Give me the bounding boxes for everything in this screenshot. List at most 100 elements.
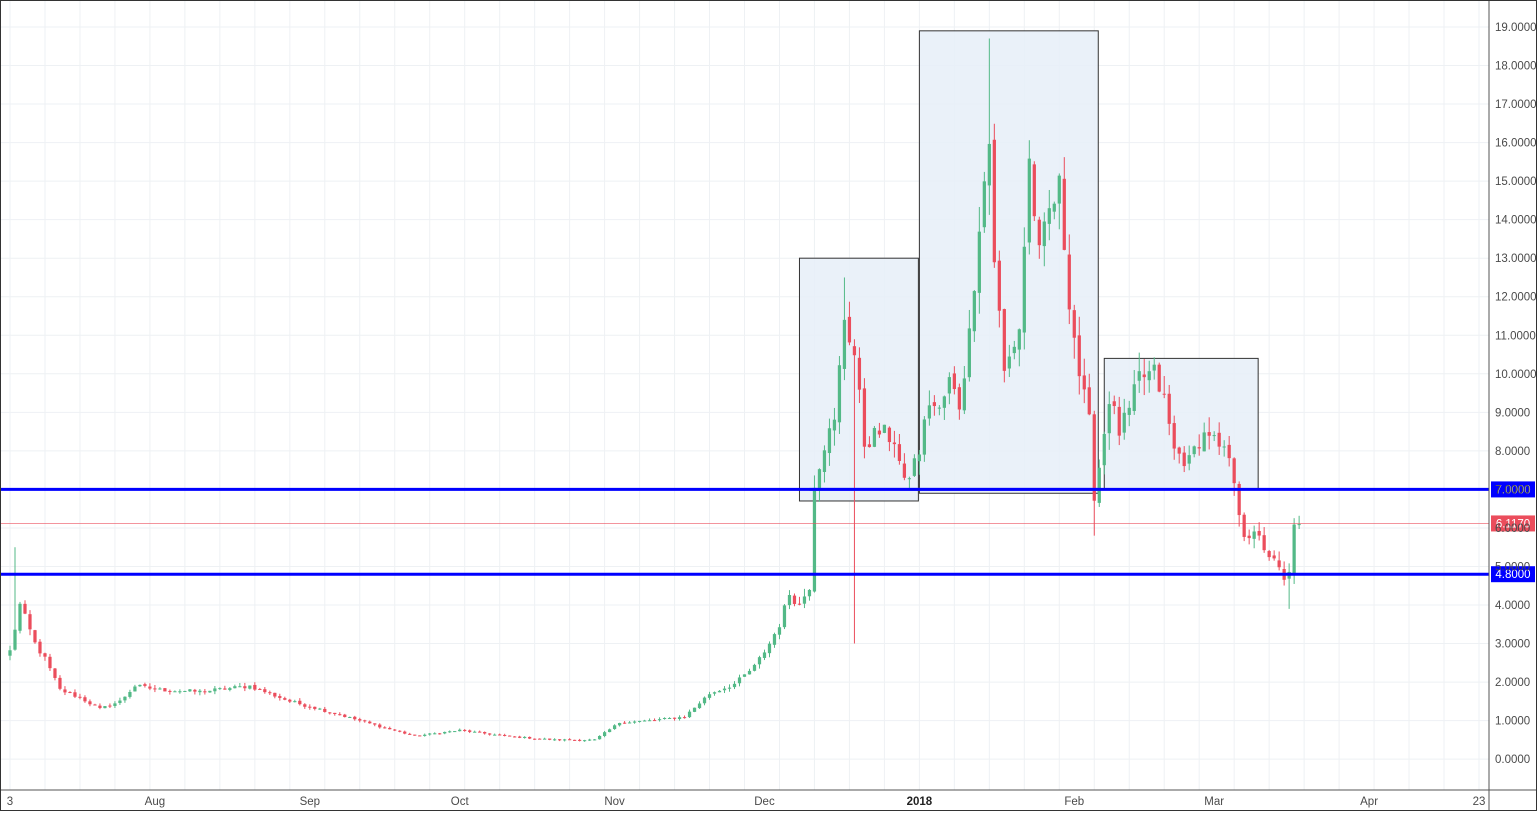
y-tick-label: 16.0000	[1495, 138, 1537, 150]
candle-up	[173, 691, 177, 693]
candle-up	[1097, 467, 1101, 503]
candle-up	[1137, 371, 1141, 381]
candle-up	[208, 690, 212, 693]
candle-up	[712, 692, 717, 694]
candle-up	[543, 738, 547, 740]
candle-up	[18, 603, 22, 631]
candle-up	[1027, 158, 1031, 243]
x-tick-label: 2018	[907, 796, 933, 808]
candle-down	[1227, 444, 1231, 459]
candle-up	[882, 424, 887, 433]
candle-up	[827, 428, 832, 454]
candle-up	[13, 629, 17, 650]
candle-down	[43, 653, 47, 657]
candle-down	[483, 732, 487, 734]
candle-up	[228, 688, 232, 690]
candle-up	[348, 716, 352, 718]
candle-up	[817, 469, 822, 490]
candle-down	[847, 316, 852, 343]
candle-down	[343, 714, 347, 718]
candle-down	[368, 721, 372, 724]
candle-up	[178, 691, 182, 693]
candle-up	[937, 407, 941, 409]
candle-up	[1017, 329, 1021, 350]
candle-up	[582, 740, 587, 742]
candle-down	[1082, 375, 1086, 390]
candle-up	[962, 378, 966, 411]
candle-down	[508, 735, 512, 737]
y-tick-label: 4.0000	[1495, 600, 1530, 612]
candle-up	[1192, 446, 1196, 455]
candle-up	[742, 674, 747, 677]
candle-down	[223, 688, 227, 690]
candle-up	[473, 731, 477, 733]
candle-down	[468, 730, 472, 732]
candle-down	[1237, 483, 1241, 516]
candle-down	[518, 736, 522, 738]
y-tick-label: 3.0000	[1495, 639, 1530, 651]
candle-down	[58, 677, 62, 689]
candle-down	[1272, 555, 1276, 559]
current-price-tag	[1491, 515, 1535, 532]
candle-down	[1242, 514, 1246, 537]
candle-up	[762, 652, 767, 658]
candle-up	[967, 328, 971, 378]
y-tick-label: 10.0000	[1495, 369, 1537, 381]
highlight-box	[1103, 357, 1259, 490]
candle-up	[1052, 203, 1056, 212]
candle-up	[1152, 364, 1156, 371]
x-tick-label: Feb	[1064, 796, 1084, 808]
candle-down	[358, 719, 362, 721]
candle-down	[308, 706, 312, 708]
candle-down	[513, 736, 517, 738]
y-tick-label: 2.0000	[1495, 677, 1530, 689]
candle-up	[183, 690, 187, 692]
candle-down	[378, 724, 382, 728]
candle-down	[1277, 560, 1281, 568]
candle-up	[972, 291, 976, 332]
candle-up	[637, 720, 642, 722]
level-label: 7.0000	[1495, 484, 1530, 496]
candle-down	[682, 717, 687, 719]
candle-down	[98, 705, 102, 708]
candle-up	[942, 396, 946, 408]
candle-up	[727, 687, 732, 689]
candle-down	[572, 739, 577, 741]
candle-down	[902, 463, 907, 478]
x-tick-label: Apr	[1360, 796, 1378, 808]
candle-up	[133, 686, 137, 692]
candle-down	[333, 712, 337, 715]
candle-up	[692, 707, 697, 712]
candle-up	[233, 686, 237, 689]
x-tick-label: Oct	[451, 796, 470, 808]
candle-up	[632, 721, 637, 723]
candle-down	[1037, 219, 1041, 246]
candle-down	[33, 630, 37, 643]
candle-up	[782, 605, 787, 628]
candle-down	[932, 402, 936, 407]
candle-down	[1087, 387, 1091, 415]
candle-up	[747, 670, 752, 675]
candle-up	[103, 706, 107, 709]
candle-down	[383, 727, 387, 729]
y-tick-label: 9.0000	[1495, 407, 1530, 419]
candle-down	[418, 735, 422, 737]
candle-down	[622, 722, 627, 724]
candle-up	[188, 689, 192, 692]
candle-down	[148, 686, 152, 689]
candle-down	[1262, 535, 1266, 551]
candle-down	[268, 692, 272, 694]
candle-down	[528, 736, 532, 739]
candle-up	[293, 701, 297, 703]
candle-down	[548, 738, 552, 740]
candle-down	[258, 688, 262, 690]
candle-down	[1207, 432, 1211, 436]
candle-up	[787, 595, 792, 606]
candle-down	[952, 373, 956, 390]
candle-down	[388, 727, 392, 730]
y-tick-label: 15.0000	[1495, 176, 1537, 188]
candle-down	[1092, 414, 1096, 501]
candle-down	[652, 720, 657, 722]
